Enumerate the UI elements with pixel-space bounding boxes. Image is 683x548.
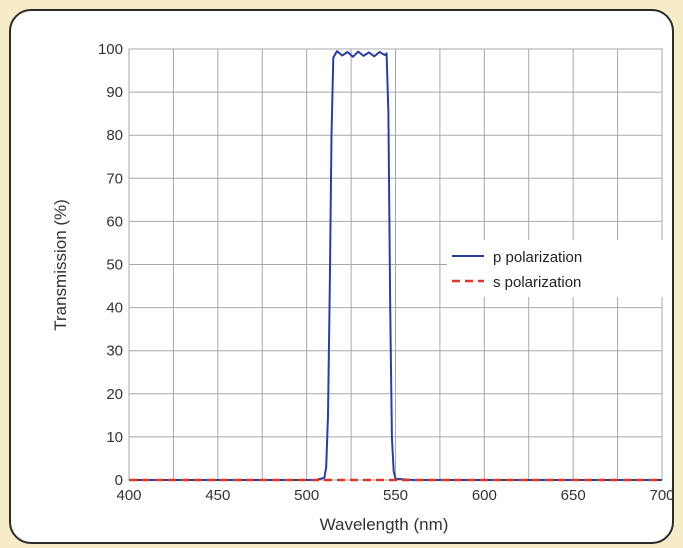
legend-p-polarization-label: p polarization [493,249,582,266]
y-tick-label: 40 [106,300,123,317]
x-tick-label: 600 [472,487,497,504]
x-axis-title: Wavelength (nm) [320,515,449,534]
y-tick-label: 100 [98,41,123,58]
y-tick-label: 80 [106,127,123,144]
legend-s-polarization-label: s polarization [493,274,581,291]
x-tick-label: 550 [383,487,408,504]
y-tick-label: 10 [106,429,123,446]
y-tick-label: 60 [106,213,123,230]
x-tick-label: 400 [116,487,141,504]
x-tick-label: 450 [205,487,230,504]
legend-background [447,240,663,297]
series-layer [129,50,662,482]
y-axis-title: Transmission (%) [51,199,70,331]
y-tick-label: 20 [106,386,123,403]
chart-card: 0 10 20 30 40 50 60 70 80 90 100 400 450 500 550 600 650… [9,9,674,544]
x-tick-label: 650 [561,487,586,504]
transmission-chart: 0 10 20 30 40 50 60 70 80 90 100 400 450 500 550 600 650… [51,41,674,534]
legend: p polarization s polarization [447,240,663,297]
axis-layer: 0 10 20 30 40 50 60 70 80 90 100 400 450 500 550 600 650… [98,41,674,504]
y-tick-label: 90 [106,84,123,101]
y-tick-label: 0 [115,472,123,489]
y-tick-label: 70 [106,170,123,187]
x-tick-label: 700 [649,487,674,504]
series-line-p-polarization [129,50,662,481]
x-tick-label: 500 [294,487,319,504]
y-tick-label: 30 [106,343,123,360]
y-tick-label: 50 [106,257,123,274]
